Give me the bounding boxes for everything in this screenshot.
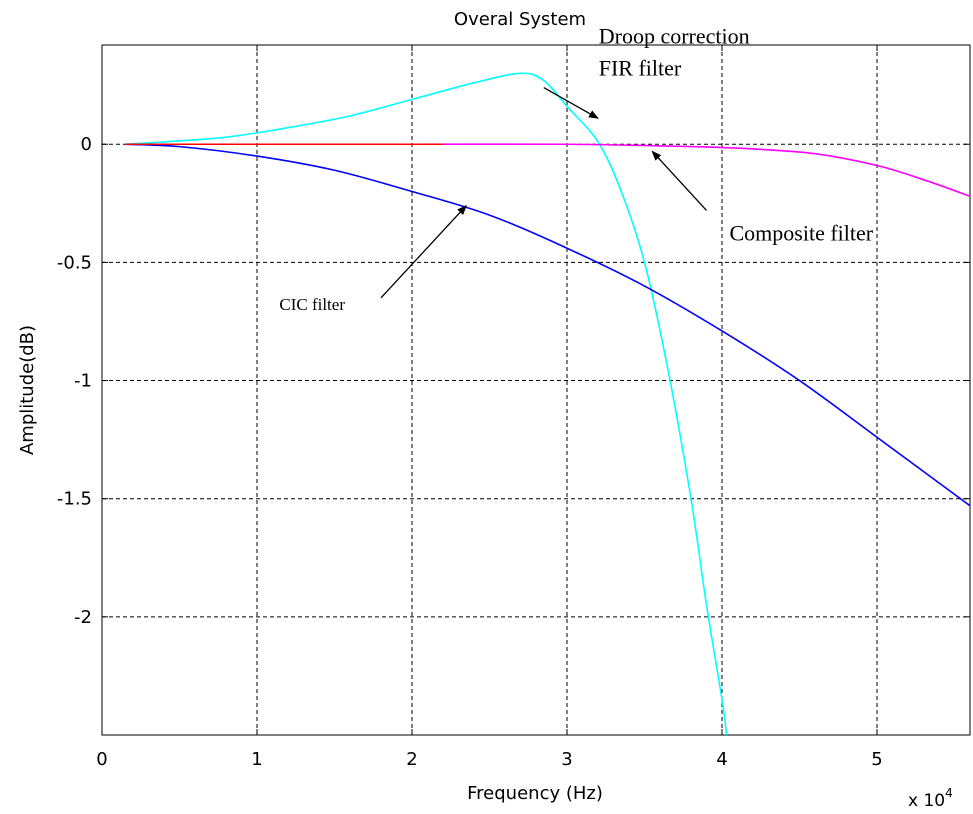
series-lines [125,72,971,736]
series-line-3 [125,143,971,197]
y-tick-label: -1.5 [57,489,92,510]
x-tick-label: 1 [251,749,262,770]
annotation-arrow [651,150,707,211]
x-axis-label: Frequency (Hz) [467,783,603,804]
y-axis-label: Amplitude(dB) [17,325,38,455]
x-exponent-base: x 10 [908,791,945,811]
y-tick-label: -0.5 [57,252,92,273]
series-line-2 [125,143,971,507]
y-tick-label: 0 [81,134,92,155]
x-axis: 0 1 2 3 4 5 [96,45,883,770]
annotation-label: Composite filter [730,220,874,245]
annotation-arrow [380,204,467,299]
annotation-label: Droop correction [599,24,750,49]
plot-area-frame [101,44,971,736]
annotation-label: FIR filter [599,56,682,81]
y-axis: 0 -0.5 -1 -1.5 -2 [57,134,970,628]
x-tick-label: 4 [716,749,727,770]
x-tick-label: 5 [871,749,882,770]
annotations: Droop correction FIR filter Composite filt… [279,24,873,314]
chart-title: Overal System [454,9,586,30]
grid [102,45,970,735]
annotation-arrow [543,86,599,119]
x-tick-label: 0 [96,749,107,770]
x-tick-label: 2 [406,749,417,770]
x-tick-label: 3 [561,749,572,770]
annotation-label: CIC filter [279,295,345,314]
x-exponent-power: 4 [945,786,953,800]
x-axis-exponent: x 104 [908,786,953,811]
series-line-1 [125,72,728,736]
y-tick-label: -2 [74,607,92,628]
y-tick-label: -1 [74,371,92,392]
